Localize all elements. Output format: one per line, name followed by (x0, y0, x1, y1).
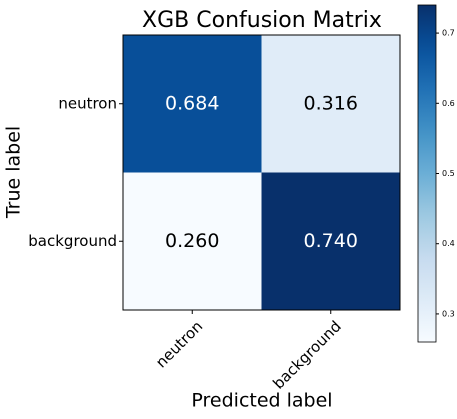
colorbar (417, 4, 437, 343)
heatmap-cell (123, 35, 262, 173)
plot-frame (122, 34, 401, 311)
y-tick-label: background (28, 232, 117, 250)
y-tick-label: neutron (58, 94, 117, 112)
x-tick-label: background (269, 317, 344, 392)
colorbar-tick-label: 0.3 (442, 309, 455, 318)
colorbar-tick-label: 0.4 (442, 239, 455, 248)
colorbar-tick-label: 0.6 (442, 99, 455, 108)
heatmap-cell (261, 35, 400, 173)
chart-title: XGB Confusion Matrix (142, 8, 382, 33)
cell-value-label: 0.684 (165, 92, 219, 114)
colorbar-tick-label: 0.7 (442, 29, 455, 38)
cell-value-label: 0.316 (304, 92, 358, 114)
y-axis-label: True label (3, 126, 25, 219)
cell-value-label: 0.260 (165, 230, 219, 252)
heatmap-cell (123, 172, 262, 310)
cell-value-label: 0.740 (304, 230, 358, 252)
colorbar-tick-label: 0.5 (442, 169, 455, 178)
heatmap-cell (261, 172, 400, 310)
x-tick-label: neutron (152, 317, 206, 371)
x-axis-label: Predicted label (191, 390, 332, 412)
